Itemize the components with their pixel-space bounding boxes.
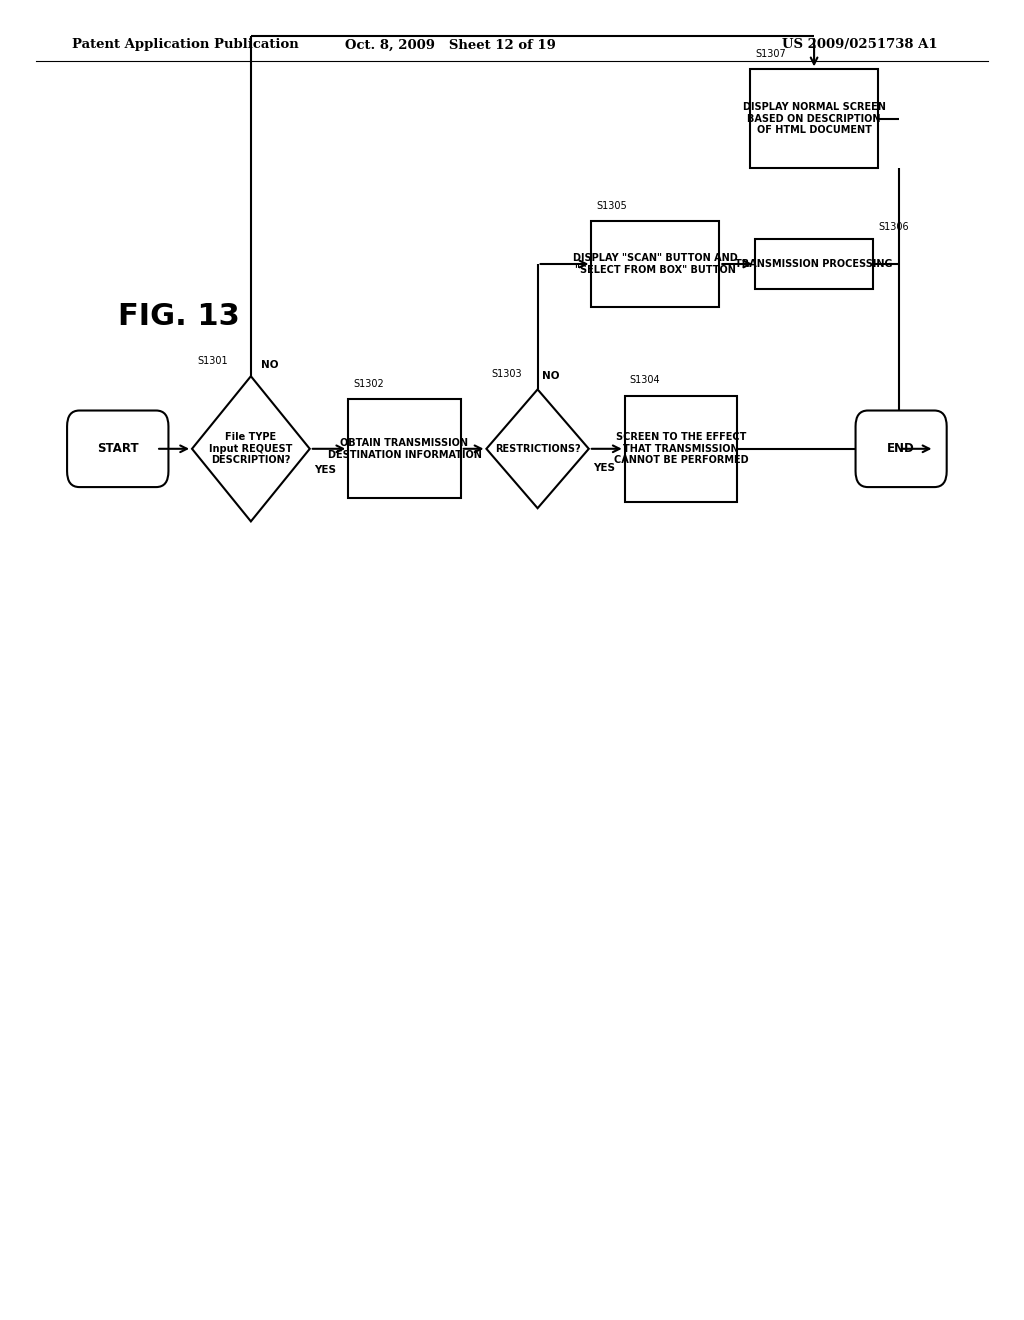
Text: S1304: S1304 xyxy=(630,375,660,385)
Text: NO: NO xyxy=(261,359,279,370)
Polygon shape xyxy=(486,389,589,508)
Text: Oct. 8, 2009   Sheet 12 of 19: Oct. 8, 2009 Sheet 12 of 19 xyxy=(345,38,556,51)
Bar xyxy=(625,396,737,502)
Text: SCREEN TO THE EFFECT
THAT TRANSMISSION
CANNOT BE PERFORMED: SCREEN TO THE EFFECT THAT TRANSMISSION C… xyxy=(613,432,749,466)
Text: US 2009/0251738 A1: US 2009/0251738 A1 xyxy=(782,38,938,51)
Bar xyxy=(750,69,879,168)
Text: File TYPE
Input REQUEST
DESCRIPTION?: File TYPE Input REQUEST DESCRIPTION? xyxy=(209,432,293,466)
Text: S1305: S1305 xyxy=(596,201,628,210)
Text: NO: NO xyxy=(542,371,559,381)
Text: TRANSMISSION PROCESSING: TRANSMISSION PROCESSING xyxy=(735,259,893,269)
Text: END: END xyxy=(887,442,915,455)
Text: DISPLAY NORMAL SCREEN
BASED ON DESCRIPTION
OF HTML DOCUMENT: DISPLAY NORMAL SCREEN BASED ON DESCRIPTI… xyxy=(742,102,886,136)
Text: S1302: S1302 xyxy=(353,379,384,388)
Text: FIG. 13: FIG. 13 xyxy=(119,302,240,331)
Polygon shape xyxy=(193,376,309,521)
Text: DISPLAY "SCAN" BUTTON AND
"SELECT FROM BOX" BUTTON: DISPLAY "SCAN" BUTTON AND "SELECT FROM B… xyxy=(573,253,737,275)
Text: YES: YES xyxy=(313,465,336,475)
Text: Patent Application Publication: Patent Application Publication xyxy=(72,38,298,51)
Text: RESTRICTIONS?: RESTRICTIONS? xyxy=(495,444,581,454)
Bar xyxy=(348,399,461,498)
FancyBboxPatch shape xyxy=(856,411,946,487)
Text: S1303: S1303 xyxy=(492,368,522,379)
Text: YES: YES xyxy=(593,462,614,473)
Text: S1301: S1301 xyxy=(197,355,227,366)
Text: S1306: S1306 xyxy=(879,222,908,232)
Bar xyxy=(592,220,719,306)
Bar xyxy=(756,239,872,289)
FancyBboxPatch shape xyxy=(68,411,169,487)
Text: S1307: S1307 xyxy=(756,49,786,58)
Text: START: START xyxy=(97,442,138,455)
Text: OBTAIN TRANSMISSION
DESTINATION INFORMATION: OBTAIN TRANSMISSION DESTINATION INFORMAT… xyxy=(328,438,481,459)
